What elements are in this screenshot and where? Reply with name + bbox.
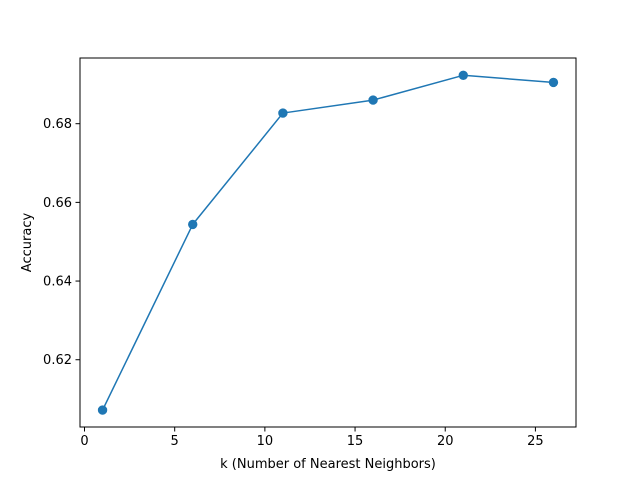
y-tick-label: 0.66 [43,196,72,211]
y-tick-label: 0.62 [43,353,72,368]
data-point [97,405,108,415]
y-tick-label: 0.68 [43,117,72,132]
data-point [368,95,378,105]
x-tick-label: 25 [527,434,544,449]
plot-frame [79,57,577,428]
axes-layer: 0 5 10 15 20 25 0.62 0.64 0.66 0.68 [43,57,577,449]
x-axis-label: k (Number of Nearest Neighbors) [220,457,436,472]
data-point [188,219,198,230]
data-point [458,70,468,81]
x-tick-label: 20 [437,434,454,449]
plot-layer [97,70,559,415]
y-axis-label: Accuracy [20,213,35,273]
y-tick-label: 0.64 [43,275,72,290]
x-tick-label: 5 [171,434,179,449]
x-tick-label: 10 [257,434,274,449]
x-tick-label: 15 [347,434,364,449]
data-point [548,77,559,88]
x-tick-label: 0 [80,434,88,449]
series-line [101,74,555,412]
data-point [278,108,288,118]
